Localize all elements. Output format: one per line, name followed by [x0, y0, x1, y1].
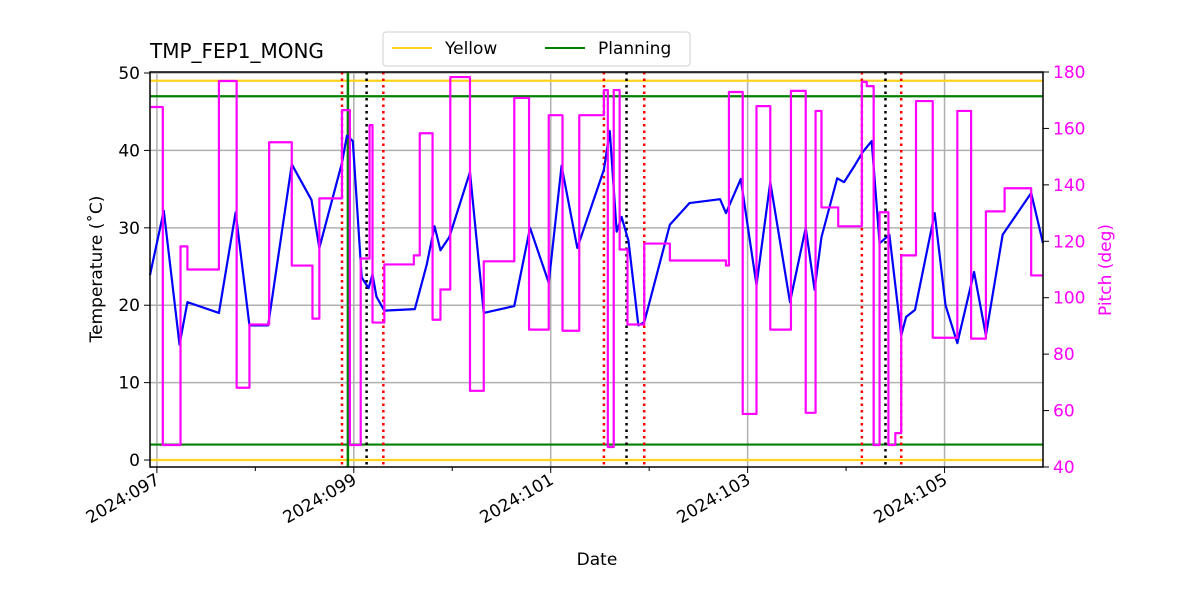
y2-tick-label: 80 — [1053, 345, 1075, 365]
y-tick-label: 0 — [129, 451, 140, 471]
chart-title: TMP_FEP1_MONG — [149, 39, 324, 63]
legend: Yellow Planning — [382, 31, 691, 67]
y2-tick-label: 140 — [1053, 176, 1085, 196]
y2-tick-label: 40 — [1053, 458, 1075, 478]
y-tick-label: 30 — [118, 219, 140, 239]
y-tick-label: 20 — [118, 296, 140, 316]
y-tick-label: 50 — [118, 64, 140, 84]
y2-tick-label: 180 — [1053, 63, 1085, 83]
y2-tick-label: 60 — [1053, 402, 1075, 422]
y2-tick-label: 160 — [1053, 119, 1085, 139]
y2-tick-label: 120 — [1053, 232, 1085, 252]
y-tick-label: 40 — [118, 141, 140, 161]
x-axis-label: Date — [577, 550, 618, 570]
plot-frame — [149, 71, 1044, 468]
legend-label-yellow: Yellow — [444, 39, 497, 59]
y-axis-label: Temperature (˚C) — [86, 196, 107, 344]
y2-axis-label: Pitch (deg) — [1096, 224, 1116, 316]
series — [148, 75, 1045, 449]
y-tick-label: 10 — [118, 374, 140, 394]
pitch-line — [150, 75, 1043, 449]
y2-tick-label: 100 — [1053, 289, 1085, 309]
legend-label-planning: Planning — [598, 39, 671, 59]
